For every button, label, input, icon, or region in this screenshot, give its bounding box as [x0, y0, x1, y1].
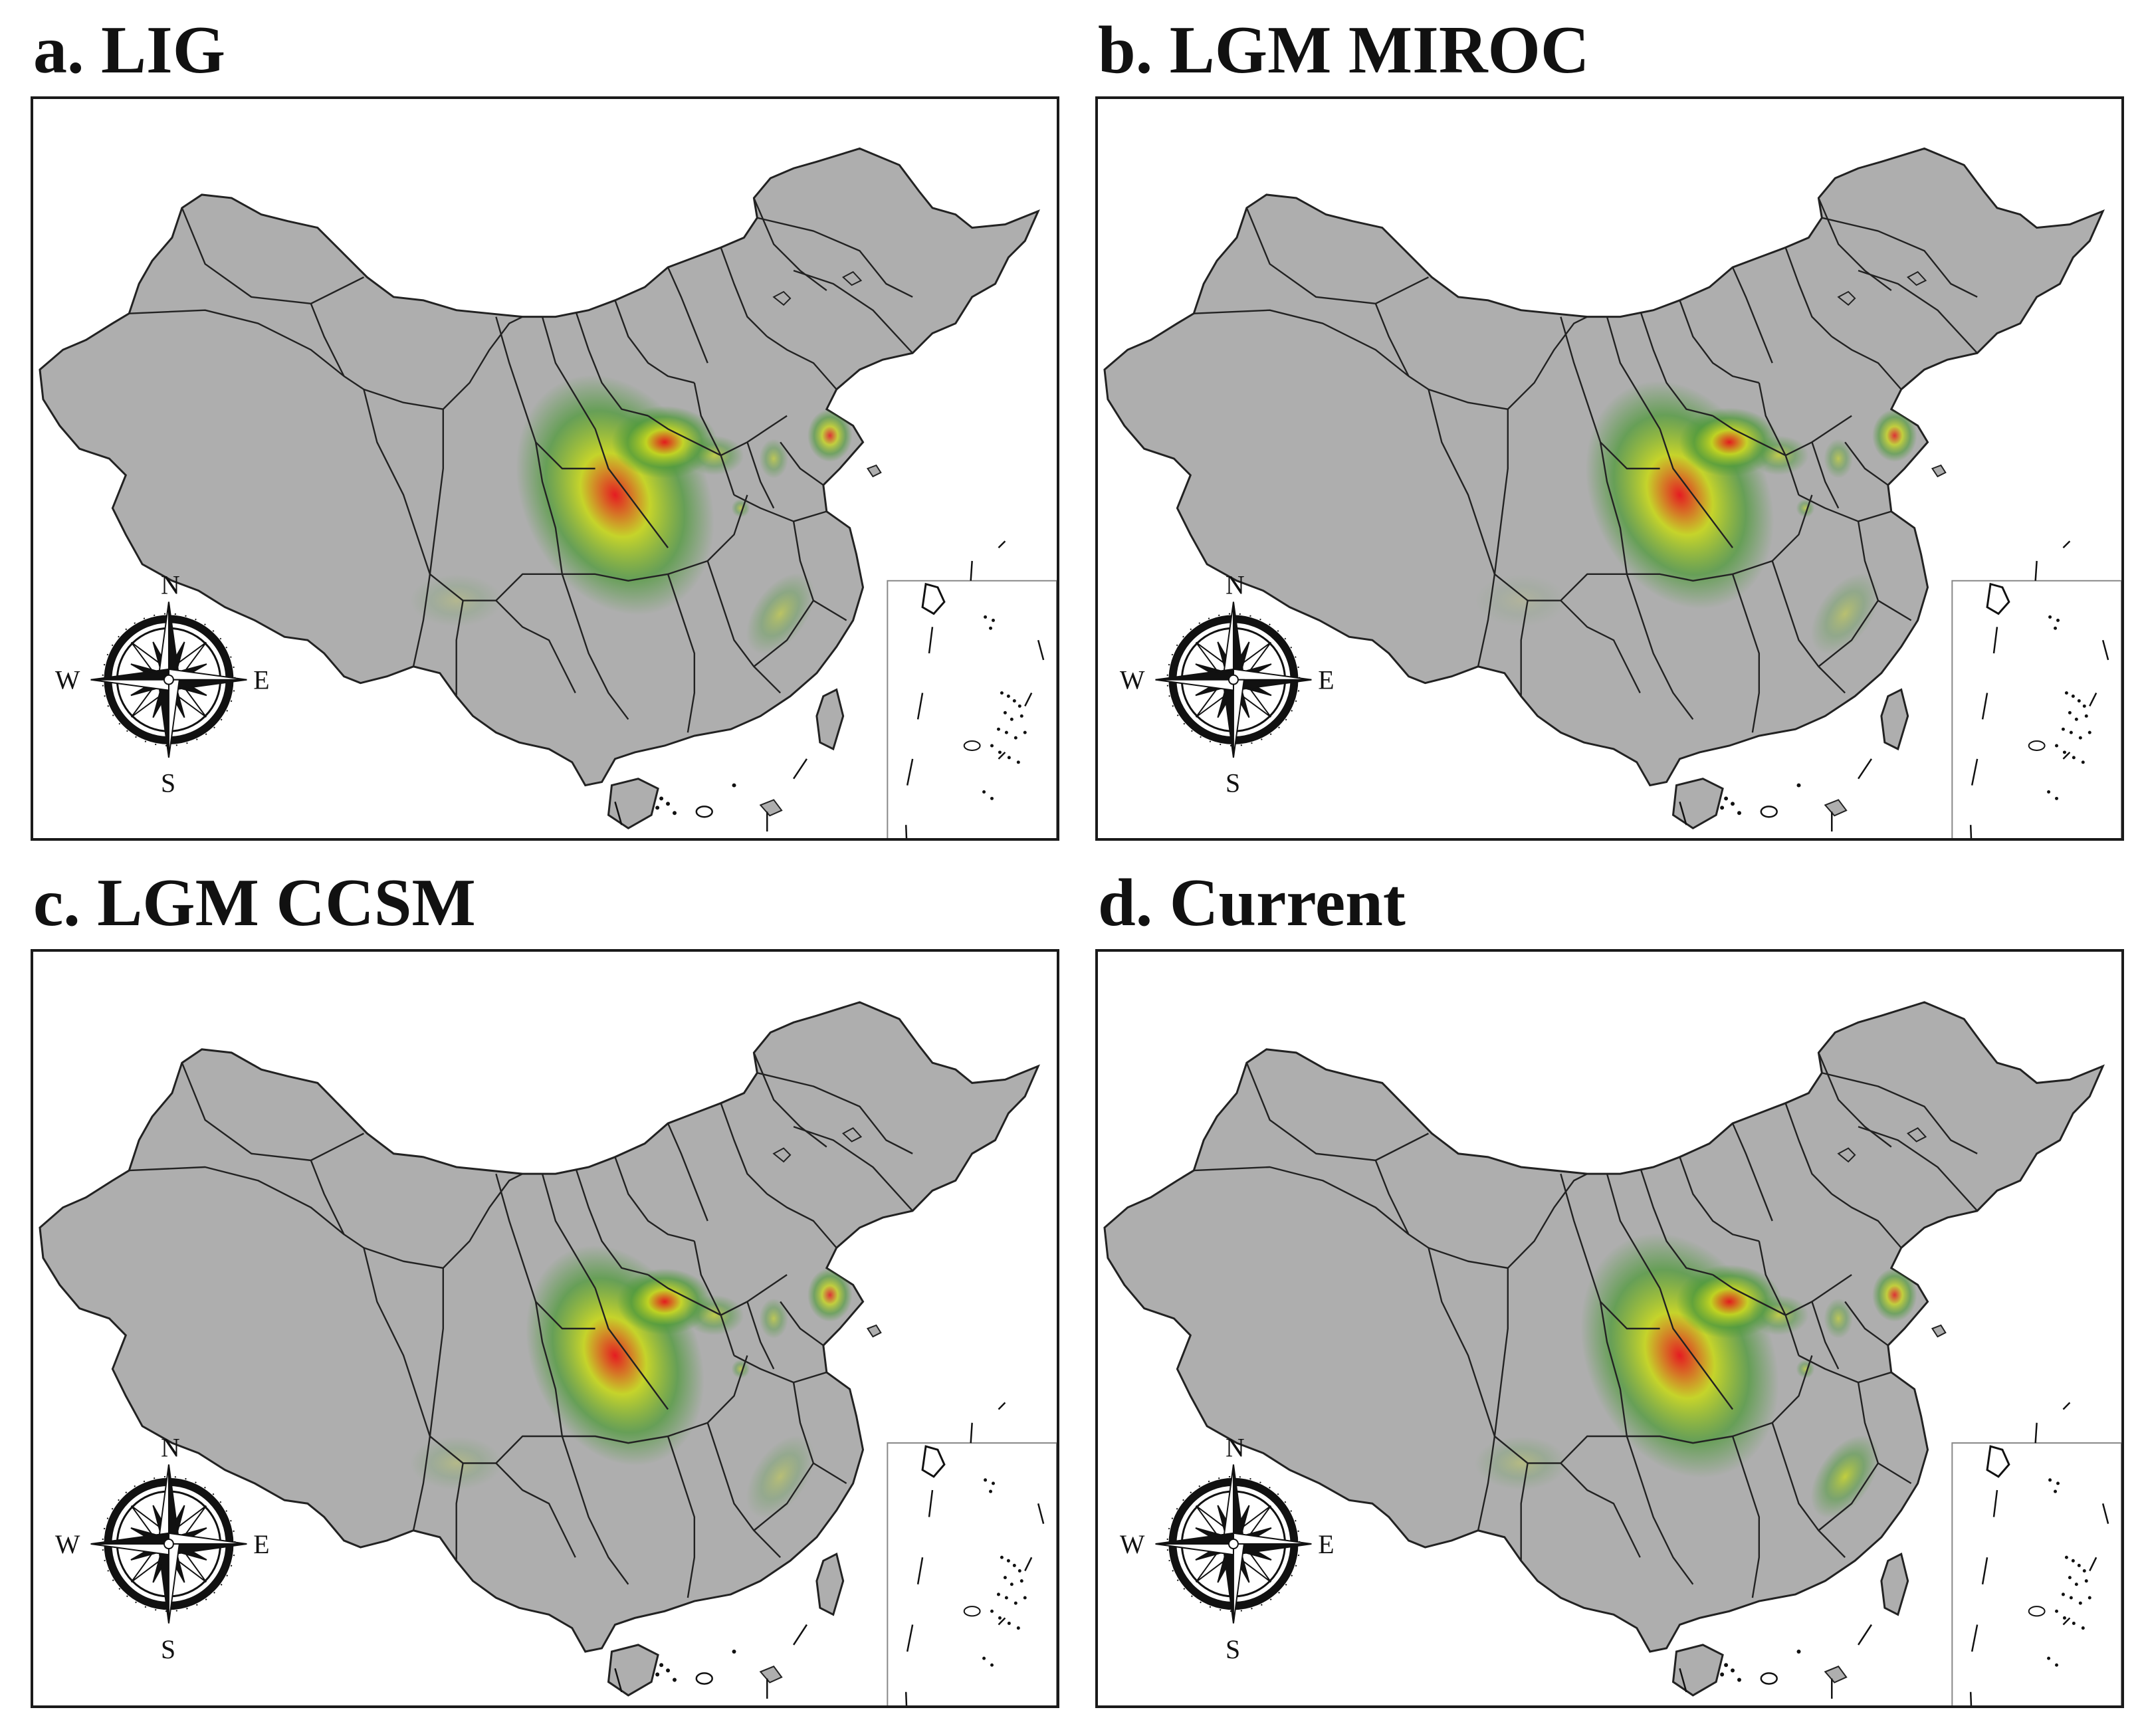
compass-south-label: S [161, 769, 175, 798]
compass-east-label: E [253, 666, 269, 695]
panel-title-c: c. LGM CCSM [33, 865, 476, 940]
hainan-island [1671, 1644, 1724, 1697]
compass-east-label: E [1318, 1529, 1334, 1559]
panel-title-b: b. LGM MIROC [1098, 13, 1590, 88]
south-sea-fragments [1679, 758, 1872, 832]
panel-title-a: a. LIG [33, 13, 226, 88]
map-panel-a: N S E W [31, 96, 1059, 841]
province-borders [129, 197, 914, 733]
compass-east-label: E [1318, 666, 1334, 695]
panel-title-d: d. Current [1098, 865, 1406, 940]
compass-rose: N S E W [55, 571, 270, 798]
compass-west-label: W [55, 1529, 80, 1559]
south-sea-fragments [614, 758, 807, 832]
suitability-overlay [410, 374, 853, 655]
china-map: N S E W [39, 147, 1057, 838]
compass-east-label: E [253, 1529, 269, 1559]
china-map: N S E W [1103, 147, 2121, 838]
compass-south-label: S [1226, 1634, 1240, 1664]
hainan-island [607, 778, 659, 829]
taiwan-island [1880, 688, 1909, 751]
province-borders [129, 1052, 914, 1598]
compass-north-label: N [1226, 571, 1245, 600]
compass-south-label: S [1226, 769, 1240, 798]
compass-north-label: N [161, 1432, 180, 1462]
hainan-island [607, 1644, 659, 1697]
south-china-sea-inset [1951, 1402, 2121, 1705]
south-china-sea-inset [1951, 540, 2121, 838]
province-borders [1194, 1052, 1979, 1598]
south-china-sea-inset [887, 1402, 1057, 1705]
suitability-overlay [1475, 1233, 1917, 1519]
south-china-sea-inset [887, 540, 1057, 838]
south-sea-fragments [614, 1624, 807, 1699]
compass-south-label: S [161, 1634, 175, 1664]
compass-rose: N S E W [1120, 571, 1335, 798]
taiwan-island [815, 1552, 845, 1616]
map-panel-d: N S E W [1095, 949, 2124, 1708]
taiwan-island [815, 688, 845, 751]
compass-west-label: W [1120, 1529, 1145, 1559]
compass-west-label: W [55, 666, 80, 695]
suitability-overlay [1475, 380, 1917, 655]
china-map: N S E W [1103, 1001, 2121, 1705]
compass-rose: N S E W [55, 1432, 270, 1664]
compass-rose: N S E W [1120, 1432, 1335, 1664]
taiwan-island [1880, 1552, 1909, 1616]
compass-west-label: W [1120, 666, 1145, 695]
map-panel-b: N S E W [1095, 96, 2124, 841]
compass-north-label: N [161, 571, 180, 600]
hainan-island [1671, 778, 1724, 829]
map-panel-c: N S E W [31, 949, 1059, 1708]
south-sea-fragments [1679, 1624, 1872, 1699]
compass-north-label: N [1226, 1432, 1245, 1462]
china-map: N S E W [39, 1001, 1057, 1705]
province-borders [1194, 197, 1979, 733]
